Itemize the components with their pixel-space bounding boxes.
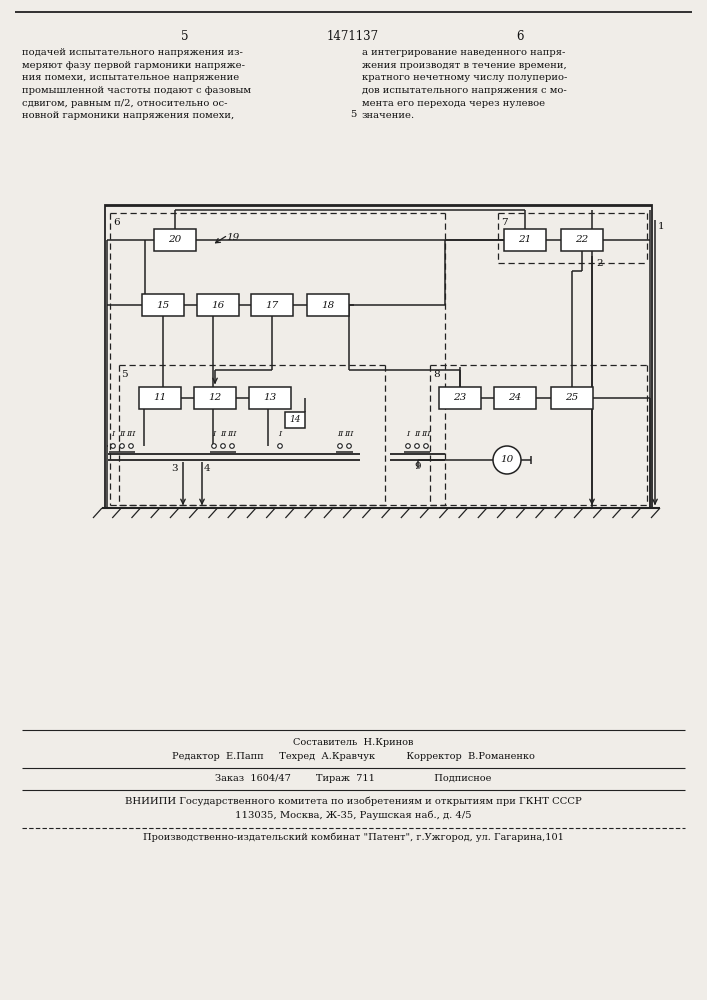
Circle shape: [129, 444, 134, 448]
Text: 113035, Москва, Ж-35, Раушская наб., д. 4/5: 113035, Москва, Ж-35, Раушская наб., д. …: [235, 811, 472, 820]
Text: III: III: [421, 430, 431, 438]
Text: 17: 17: [265, 300, 279, 310]
Text: 15: 15: [156, 300, 170, 310]
Text: 16: 16: [211, 300, 225, 310]
Bar: [139, 387, 181, 409]
Bar: [504, 229, 546, 251]
Circle shape: [406, 444, 410, 448]
Circle shape: [423, 444, 428, 448]
Text: 5: 5: [121, 370, 128, 379]
Circle shape: [221, 444, 226, 448]
Text: 11: 11: [153, 393, 167, 402]
Text: 18: 18: [322, 300, 334, 310]
Text: 24: 24: [508, 393, 522, 402]
Text: I: I: [112, 430, 115, 438]
Text: 21: 21: [518, 235, 532, 244]
Text: Заказ  1604/47        Тираж  711                   Подписное: Заказ 1604/47 Тираж 711 Подписное: [215, 774, 491, 783]
Text: 20: 20: [168, 235, 182, 244]
Text: 4: 4: [204, 464, 211, 473]
Text: Производственно-издательский комбинат "Патент", г.Ужгород, ул. Гагарина,101: Производственно-издательский комбинат "П…: [143, 833, 563, 842]
Bar: [251, 294, 293, 316]
Text: 13: 13: [264, 393, 276, 402]
Bar: [285, 412, 305, 428]
Text: 19: 19: [226, 232, 239, 241]
Bar: [551, 387, 593, 409]
Text: 9: 9: [415, 462, 421, 471]
Bar: [154, 229, 196, 251]
Text: II: II: [414, 430, 420, 438]
Bar: [494, 387, 536, 409]
Text: Составитель  Н.Кринов: Составитель Н.Кринов: [293, 738, 413, 747]
Text: III: III: [127, 430, 136, 438]
Circle shape: [230, 444, 234, 448]
Circle shape: [346, 444, 351, 448]
Text: 23: 23: [453, 393, 467, 402]
Text: 1471137: 1471137: [327, 30, 379, 43]
Text: 10: 10: [501, 456, 513, 464]
Text: 1: 1: [658, 222, 665, 231]
Bar: [197, 294, 239, 316]
Bar: [249, 387, 291, 409]
Text: а интегрирование наведенного напря-
жения производят в течение времени,
кратного: а интегрирование наведенного напря- жени…: [362, 48, 568, 120]
Text: II: II: [119, 430, 125, 438]
Text: 5: 5: [181, 30, 189, 43]
Text: 6: 6: [516, 30, 524, 43]
Text: I: I: [279, 430, 281, 438]
Text: 6: 6: [113, 218, 119, 227]
Text: Редактор  Е.Папп     Техред  А.Кравчук          Корректор  В.Романенко: Редактор Е.Папп Техред А.Кравчук Коррект…: [172, 752, 534, 761]
Text: II: II: [337, 430, 343, 438]
Bar: [142, 294, 184, 316]
Text: 8: 8: [433, 370, 440, 379]
Bar: [194, 387, 236, 409]
Text: I: I: [407, 430, 409, 438]
Text: 7: 7: [501, 218, 508, 227]
Text: III: III: [344, 430, 354, 438]
Text: III: III: [228, 430, 237, 438]
Text: I: I: [212, 430, 216, 438]
Bar: [561, 229, 603, 251]
Text: 22: 22: [575, 235, 589, 244]
Circle shape: [338, 444, 342, 448]
Circle shape: [211, 444, 216, 448]
Text: 5: 5: [350, 110, 356, 119]
Circle shape: [119, 444, 124, 448]
Circle shape: [111, 444, 115, 448]
Circle shape: [278, 444, 282, 448]
Circle shape: [415, 444, 419, 448]
Text: ВНИИПИ Государственного комитета по изобретениям и открытиям при ГКНТ СССР: ВНИИПИ Государственного комитета по изоб…: [124, 796, 581, 806]
Bar: [307, 294, 349, 316]
Bar: [105, 205, 652, 508]
Text: 2: 2: [596, 259, 602, 268]
Text: 25: 25: [566, 393, 578, 402]
Text: 3: 3: [171, 464, 178, 473]
Circle shape: [493, 446, 521, 474]
Text: подачей испытательного напряжения из-
меряют фазу первой гармоники напряже-
ния : подачей испытательного напряжения из- ме…: [22, 48, 251, 120]
Text: II: II: [220, 430, 226, 438]
Bar: [439, 387, 481, 409]
Text: 12: 12: [209, 393, 221, 402]
Text: 14: 14: [289, 416, 300, 424]
